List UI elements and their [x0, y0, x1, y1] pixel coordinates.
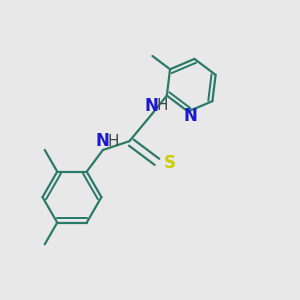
Text: N: N	[184, 107, 198, 125]
Text: N: N	[145, 97, 158, 115]
Text: H: H	[156, 98, 167, 113]
Text: S: S	[164, 154, 176, 172]
Text: N: N	[96, 132, 110, 150]
Text: H: H	[107, 134, 119, 149]
